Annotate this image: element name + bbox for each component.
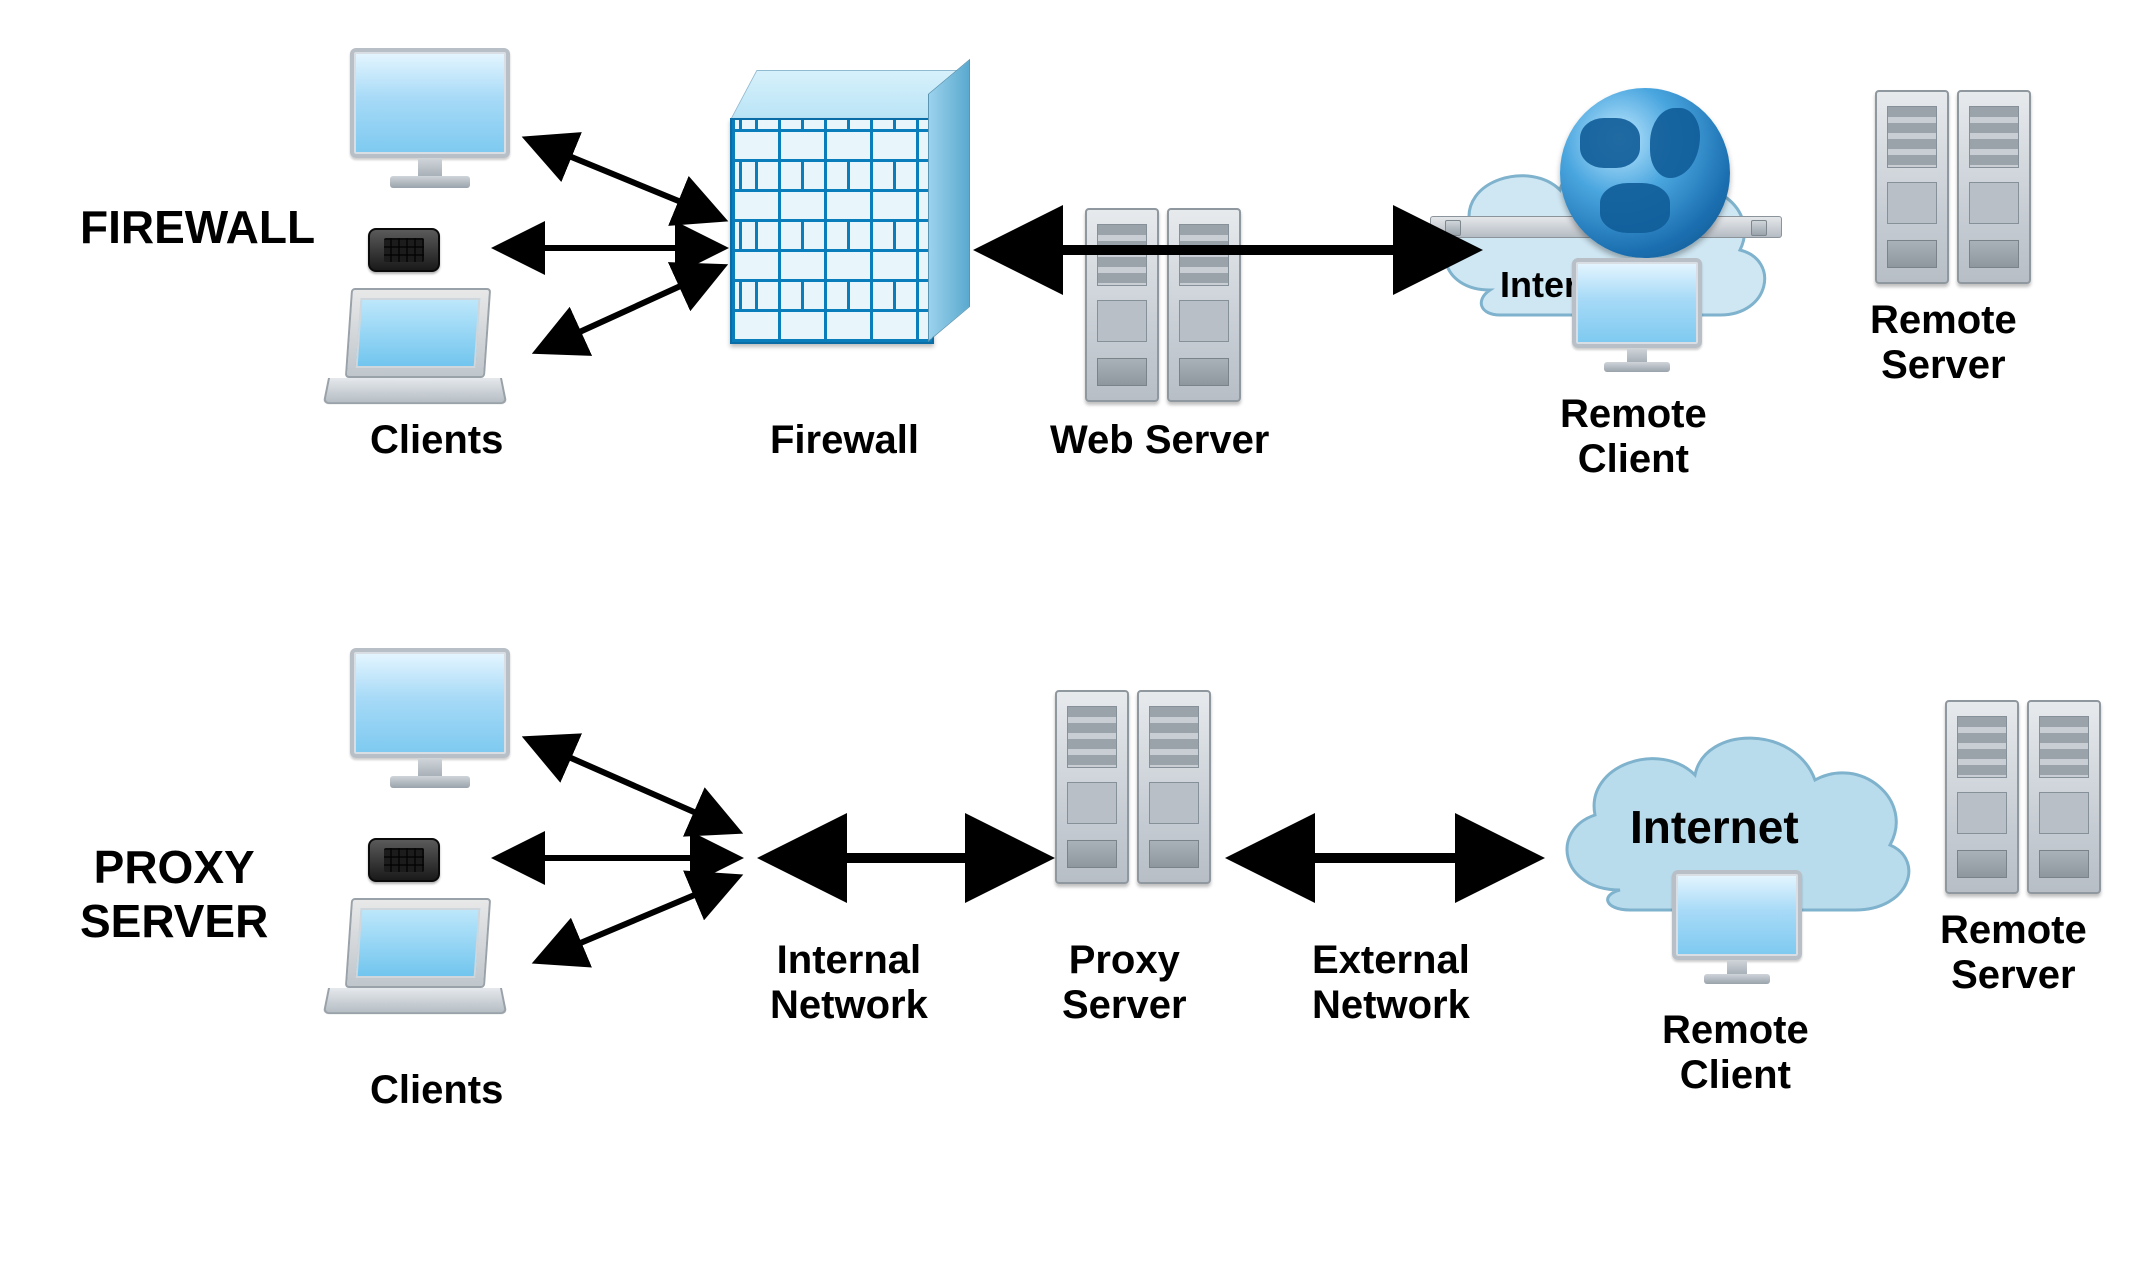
web-server-label: Web Server	[1050, 418, 1269, 463]
remote-client-icon-2	[1672, 870, 1802, 984]
section-title-proxy: PROXY SERVER	[80, 840, 268, 948]
firewall-label: Firewall	[770, 418, 919, 463]
edge-arrow	[530, 740, 735, 830]
edge-arrow	[540, 878, 735, 960]
edge-arrow	[530, 140, 720, 218]
edge-arrow	[540, 268, 720, 350]
remote-client-label-1: Remote Client	[1560, 392, 1707, 482]
client-phone-icon	[368, 228, 440, 272]
client-monitor-icon-2	[350, 648, 510, 788]
web-server-icon	[1085, 208, 1241, 402]
clients-label-1: Clients	[370, 418, 503, 463]
globe-icon	[1560, 88, 1730, 258]
client-monitor-icon	[350, 48, 510, 188]
remote-server-label-2: Remote Server	[1940, 908, 2087, 998]
proxy-server-icon	[1055, 690, 1211, 884]
section-title-firewall: FIREWALL	[80, 200, 315, 254]
edges-overlay	[0, 0, 2146, 1264]
firewall-icon	[730, 70, 940, 340]
proxy-server-label: Proxy Server	[1062, 938, 1187, 1028]
external-network-label: External Network	[1312, 938, 1470, 1028]
remote-client-icon-1	[1572, 258, 1702, 372]
client-phone-icon-2	[368, 838, 440, 882]
remote-server-icon-2	[1945, 700, 2101, 894]
diagram-stage: FIREWALL Clients Firewall Web Server Int…	[0, 0, 2146, 1264]
client-laptop-icon	[328, 288, 498, 408]
clients-label-2: Clients	[370, 1068, 503, 1113]
client-laptop-icon-2	[328, 898, 498, 1018]
remote-server-icon-1	[1875, 90, 2031, 284]
remote-server-label-1: Remote Server	[1870, 298, 2017, 388]
internal-network-label: Internal Network	[770, 938, 928, 1028]
internet-inline-label-2: Internet	[1630, 800, 1799, 854]
remote-client-label-2: Remote Client	[1662, 1008, 1809, 1098]
